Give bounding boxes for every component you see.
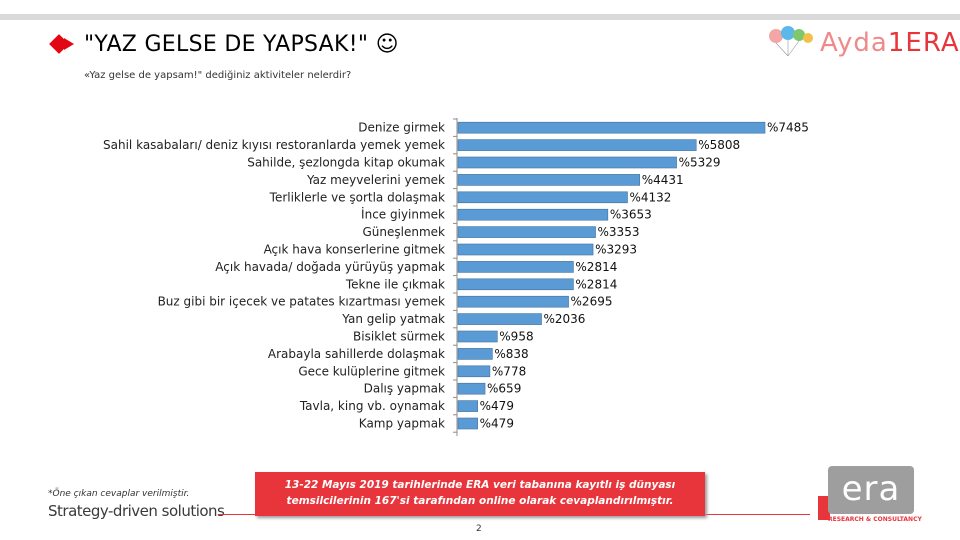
- value-label: %2695: [571, 295, 613, 309]
- category-label: Gece kulüplerine gitmek: [298, 364, 445, 378]
- bar: [457, 121, 766, 134]
- bar: [457, 348, 493, 360]
- era-logo: era: [828, 466, 914, 514]
- value-label: %4132: [629, 190, 671, 204]
- source-note-text: 13-22 Mayıs 2019 tarihlerinde ERA veri t…: [284, 479, 676, 507]
- value-label: %838: [494, 347, 528, 361]
- aydaera-logo: Ayda1ERA: [820, 28, 960, 58]
- category-label: Buz gibi bir içecek ve patates kızartmas…: [158, 295, 445, 309]
- logo-text-ayda: Ayda: [820, 28, 888, 58]
- bar: [457, 417, 478, 430]
- category-label: Arabayla sahillerde dolaşmak: [268, 347, 445, 361]
- category-label: Tekne ile çıkmak: [345, 277, 445, 291]
- balloons-logo-icon: [769, 26, 813, 57]
- category-label: Yan gelip yatmak: [341, 312, 445, 326]
- value-label: %3293: [595, 243, 637, 257]
- bar: [457, 208, 609, 221]
- value-label: %4431: [642, 173, 684, 187]
- page-subtitle: «Yaz gelse de yapsam!" dediğiniz aktivit…: [84, 70, 352, 81]
- category-label: Terliklerle ve şortla dolaşmak: [269, 190, 445, 204]
- category-label: Denize girmek: [358, 121, 445, 135]
- header-rule: [0, 14, 960, 20]
- tagline: Strategy-driven solutions: [48, 502, 225, 520]
- category-label: Sahilde, şezlongda kitap okumak: [247, 156, 445, 170]
- bar: [457, 243, 594, 256]
- category-label: Bisiklet sürmek: [353, 330, 445, 344]
- category-label: Açık hava konserlerine gitmek: [264, 243, 445, 257]
- activities-bar-chart: Denize girmek Sahil kasabaları/ deniz kıy…: [103, 118, 809, 436]
- page-title: "YAZ GELSE DE YAPSAK!" ☺: [84, 32, 399, 57]
- bar: [457, 400, 478, 412]
- value-label: %778: [492, 364, 526, 378]
- bar: [457, 226, 596, 238]
- era-logo-tagline: RESEARCH & CONSULTANCY: [828, 516, 922, 523]
- category-label: Tavla, king vb. oynamak: [299, 399, 445, 413]
- bar: [457, 330, 498, 343]
- value-label: %5808: [698, 138, 740, 152]
- value-label: %958: [499, 330, 533, 344]
- bar: [457, 174, 641, 186]
- title-marker-arrow-icon: [64, 38, 74, 50]
- category-label: Yaz meyvelerini yemek: [306, 173, 445, 187]
- bar: [457, 191, 628, 204]
- value-label: %659: [487, 382, 521, 396]
- value-label: %3653: [610, 208, 652, 222]
- category-label: Açık havada/ doğada yürüyüş yapmak: [215, 260, 445, 274]
- bar: [457, 278, 574, 291]
- bar: [457, 261, 574, 273]
- bar: [457, 295, 569, 308]
- era-logo-accent: [818, 496, 830, 520]
- source-note-box: 13-22 Mayıs 2019 tarihlerinde ERA veri t…: [255, 472, 705, 516]
- bar: [457, 313, 542, 325]
- value-label: %7485: [767, 121, 809, 135]
- bar: [457, 382, 486, 395]
- bar: [457, 156, 677, 169]
- value-label: %2814: [575, 260, 617, 274]
- page-number: 2: [476, 524, 482, 534]
- value-label: %2814: [575, 277, 617, 291]
- value-label: %3353: [598, 225, 640, 239]
- category-label: İnce giyinmek: [361, 207, 445, 222]
- category-label: Sahil kasabaları/ deniz kıyısı restoranl…: [103, 138, 445, 152]
- value-label: %5329: [679, 156, 721, 170]
- category-label: Güneşlenmek: [363, 225, 446, 239]
- footnote: *Öne çıkan cevaplar verilmiştir.: [48, 489, 190, 499]
- bar: [457, 365, 491, 378]
- value-label: %479: [480, 417, 514, 431]
- category-label: Dalış yapmak: [364, 382, 445, 396]
- value-label: %479: [480, 399, 514, 413]
- value-label: %2036: [544, 312, 586, 326]
- bar: [457, 139, 697, 151]
- logo-text-era: 1ERA: [887, 28, 960, 58]
- category-label: Kamp yapmak: [359, 417, 445, 431]
